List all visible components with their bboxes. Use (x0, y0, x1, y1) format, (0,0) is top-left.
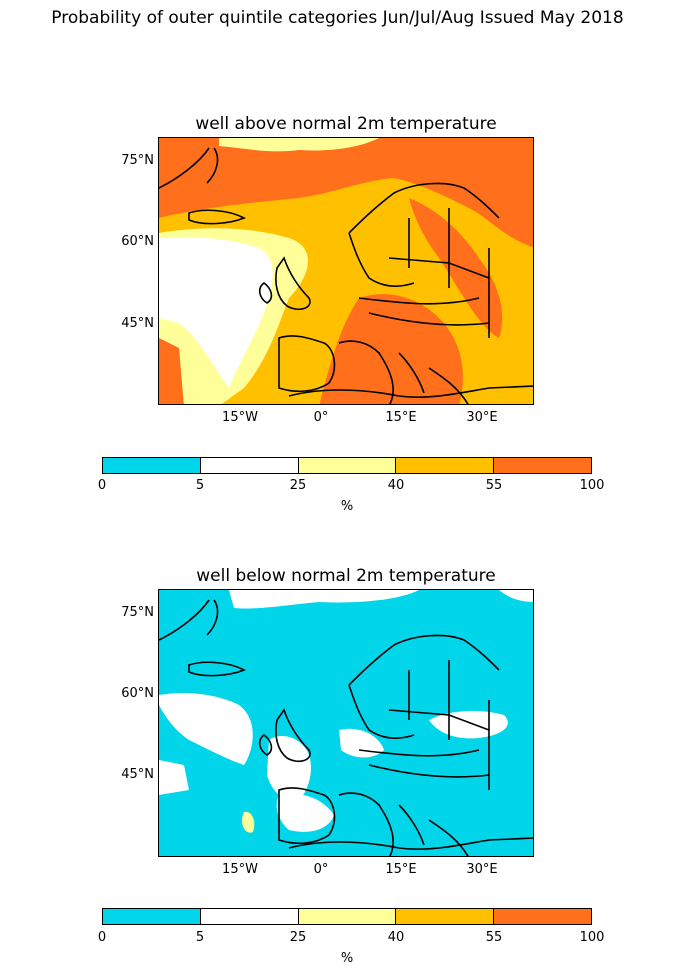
lat-tick-45n: 45°N (121, 316, 154, 331)
lat-tick-75n: 75°N (121, 605, 154, 620)
colorbar-above (102, 457, 592, 474)
colorbar-tick: 25 (289, 478, 307, 493)
lon-tick-15e: 15°E (385, 410, 417, 425)
colorbar-swatch-0-5 (103, 458, 201, 473)
colorbar-tick: 40 (387, 478, 405, 493)
lon-tick-30e: 30°E (466, 410, 498, 425)
colorbar-tick: 5 (195, 478, 205, 493)
colorbar-tick: 0 (97, 930, 107, 945)
lat-tick-75n: 75°N (121, 153, 154, 168)
lon-tick-15e: 15°E (385, 862, 417, 877)
map-below-normal (158, 589, 534, 857)
colorbar-tick: 40 (387, 930, 405, 945)
lon-tick-15w: 15°W (222, 410, 258, 425)
colorbar-swatch-55-100 (494, 458, 591, 473)
colorbar-tick: 100 (579, 930, 605, 945)
colorbar-unit: % (340, 951, 354, 966)
colorbar-tick: 25 (289, 930, 307, 945)
colorbar-swatch-0-5 (103, 909, 201, 924)
lon-tick-30e: 30°E (466, 862, 498, 877)
colorbar-tick: 100 (579, 478, 605, 493)
colorbar-swatch-5-25 (200, 458, 299, 473)
colorbar-swatch-40-55 (396, 458, 495, 473)
map-above-normal (158, 137, 534, 405)
lon-tick-0: 0° (313, 410, 329, 425)
colorbar-swatch-40-55 (396, 909, 495, 924)
colorbar-below (102, 908, 592, 925)
figure-title: Probability of outer quintile categories… (51, 8, 624, 28)
colorbar-swatch-5-25 (200, 909, 299, 924)
panel-title-below: well below normal 2m temperature (196, 566, 496, 586)
colorbar-tick: 55 (485, 478, 503, 493)
colorbar-tick: 0 (97, 478, 107, 493)
lat-tick-60n: 60°N (121, 686, 154, 701)
lon-tick-15w: 15°W (222, 862, 258, 877)
colorbar-tick: 5 (195, 930, 205, 945)
colorbar-swatch-25-40 (298, 909, 397, 924)
lat-tick-60n: 60°N (121, 234, 154, 249)
colorbar-swatch-55-100 (494, 909, 591, 924)
colorbar-unit: % (340, 499, 354, 514)
colorbar-swatch-25-40 (298, 458, 397, 473)
panel-title-above: well above normal 2m temperature (195, 114, 497, 134)
lon-tick-0: 0° (313, 862, 329, 877)
lat-tick-45n: 45°N (121, 767, 154, 782)
colorbar-tick: 55 (485, 930, 503, 945)
